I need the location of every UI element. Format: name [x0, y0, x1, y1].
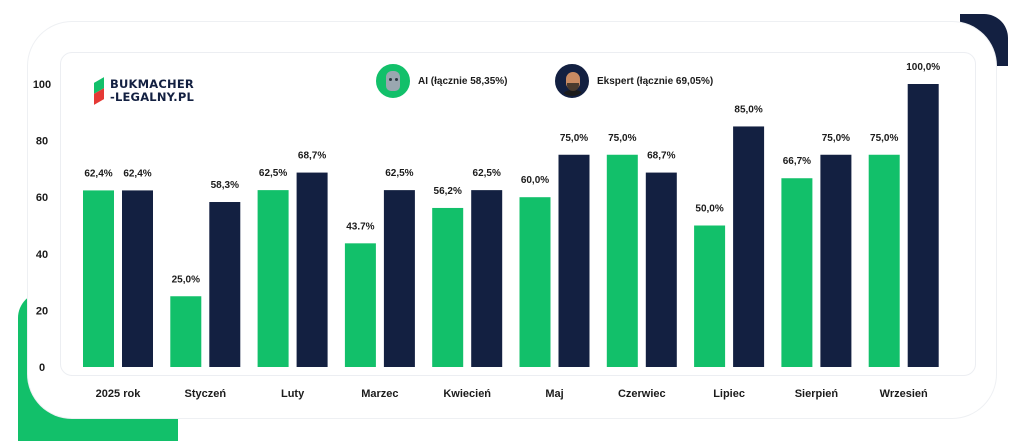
bar-expert [471, 190, 503, 367]
legend-label-ai: AI (łącznie 58,35%) [418, 75, 508, 87]
y-tick-label: 20 [36, 305, 48, 317]
data-label-ai: 60,0% [521, 175, 549, 186]
data-label-expert: 62,5% [473, 168, 501, 179]
brand-logo-text: BUKMACHER -LEGALNY.PL [110, 78, 194, 104]
bar-ai [344, 243, 376, 367]
data-label-ai: 43.7% [346, 221, 374, 232]
data-label-ai: 75,0% [870, 133, 898, 144]
bar-expert [820, 154, 852, 367]
bar-expert [907, 84, 939, 367]
y-tick-label: 60 [36, 192, 48, 204]
expert-avatar-icon [555, 64, 589, 98]
data-label-ai: 66,7% [783, 156, 811, 167]
legend-label-expert: Ekspert (łącznie 69,05%) [597, 75, 714, 87]
x-tick-label: Sierpień [795, 388, 839, 400]
bar-expert [209, 202, 241, 367]
bar-ai [694, 225, 726, 367]
x-tick-label: Maj [545, 388, 563, 400]
bar-ai [519, 197, 551, 367]
data-label-ai: 25,0% [172, 274, 200, 285]
data-label-expert: 58,3% [211, 180, 239, 191]
bar-expert [383, 190, 415, 367]
brand-logo: BUKMACHER -LEGALNY.PL [94, 77, 194, 105]
bar-ai [83, 190, 114, 367]
bar-ai [606, 154, 638, 367]
data-label-expert: 75,0% [560, 133, 588, 144]
bar-expert [122, 190, 153, 367]
bar-ai [432, 207, 464, 367]
data-label-ai: 56,2% [434, 186, 462, 197]
x-tick-label: Marzec [361, 388, 398, 400]
bar-ai [170, 296, 202, 367]
data-label-ai: 62,5% [259, 168, 287, 179]
bar-ai [868, 154, 900, 367]
legend-item-expert: Ekspert (łącznie 69,05%) [555, 64, 713, 98]
data-label-ai: 50,0% [695, 204, 723, 215]
y-tick-label: 0 [39, 362, 45, 374]
data-label-ai: 75,0% [608, 133, 636, 144]
x-tick-label: Wrzesień [880, 388, 928, 400]
robot-avatar-icon [376, 64, 410, 98]
y-tick-label: 80 [36, 136, 48, 148]
y-tick-label: 40 [36, 249, 48, 261]
data-label-expert: 85,0% [734, 104, 762, 115]
brand-line-2: -LEGALNY.PL [110, 90, 194, 104]
legend-item-ai: AI (łącznie 58,35%) [376, 64, 507, 98]
data-label-ai: 62,4% [84, 168, 112, 179]
data-label-expert: 68,7% [647, 151, 675, 162]
x-tick-label: Styczeń [185, 388, 227, 400]
data-label-expert: 75,0% [822, 133, 850, 144]
bar-ai [781, 178, 813, 367]
bar-expert [645, 172, 677, 367]
data-label-expert: 62,4% [123, 168, 151, 179]
data-label-expert: 100,0% [906, 62, 940, 73]
y-tick-label: 100 [33, 79, 51, 91]
bar-expert [296, 172, 328, 367]
x-tick-label: Luty [281, 388, 305, 400]
data-label-expert: 62,5% [385, 168, 413, 179]
x-tick-label: Czerwiec [618, 388, 666, 400]
bar-expert [733, 126, 765, 367]
x-tick-label: 2025 rok [96, 388, 142, 400]
x-tick-label: Kwiecień [443, 388, 491, 400]
x-tick-label: Lipiec [713, 388, 745, 400]
bar-ai [257, 190, 289, 367]
brand-line-1: BUKMACHER [110, 77, 194, 91]
bar-expert [558, 154, 590, 367]
data-label-expert: 68,7% [298, 151, 326, 162]
